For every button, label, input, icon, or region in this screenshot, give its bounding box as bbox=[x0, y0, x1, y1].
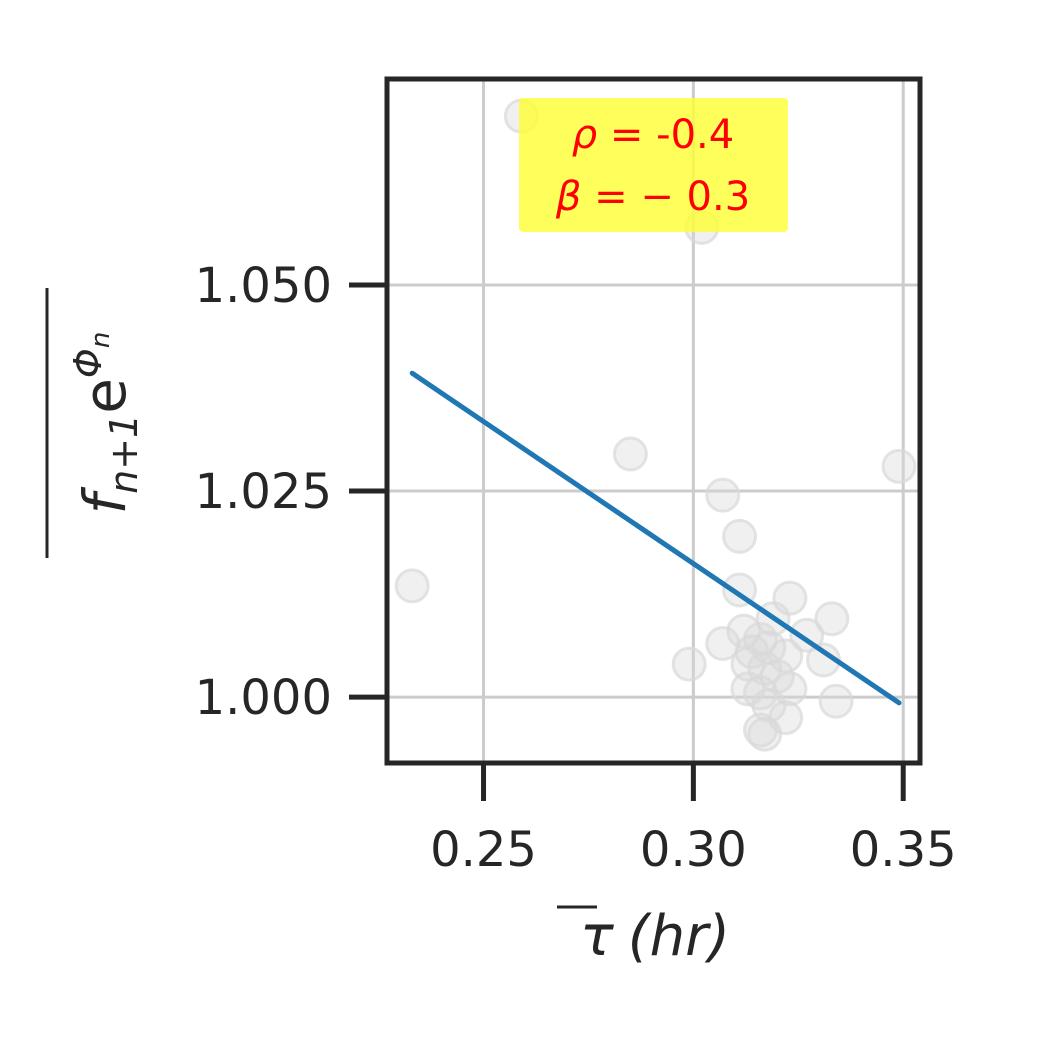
y-label-exp: Φ bbox=[66, 348, 110, 378]
y-label-e: e bbox=[71, 378, 139, 414]
scatter-point bbox=[612, 436, 648, 472]
x-axis-label: τ (hr) bbox=[557, 904, 730, 969]
svg-text:fn+1eΦn: fn+1eΦn bbox=[66, 332, 146, 515]
scatter-point bbox=[747, 716, 783, 752]
svg-text:τ(hr): τ (hr) bbox=[580, 904, 730, 969]
fit-line bbox=[409, 370, 902, 706]
rho-value: -0.4 bbox=[656, 112, 734, 158]
y-label-exp-sub: n bbox=[86, 332, 116, 348]
scatter-point bbox=[705, 477, 741, 513]
scatter-point bbox=[394, 568, 430, 604]
stats-annotation: ρ = -0.4 β = − 0.3 bbox=[519, 98, 788, 232]
beta-value: − 0.3 bbox=[640, 174, 750, 220]
beta-annotation: β = − 0.3 bbox=[555, 174, 750, 220]
x-tick-label: 0.35 bbox=[850, 822, 957, 878]
rho-symbol: ρ bbox=[572, 112, 597, 158]
beta-equals: = bbox=[581, 174, 640, 220]
y-axis-label: fn+1eΦn bbox=[45, 288, 146, 558]
axis-ticks bbox=[349, 282, 906, 801]
scatter-point bbox=[881, 448, 917, 484]
annotation-box bbox=[519, 98, 788, 232]
plot-frame bbox=[384, 76, 923, 766]
y-tick-label: 1.000 bbox=[195, 670, 332, 726]
x-label-unit: (hr) bbox=[628, 904, 730, 969]
x-tick-label: 0.30 bbox=[640, 822, 747, 878]
scatter-point bbox=[818, 683, 854, 719]
axis-tick-labels: 0.25 0.30 0.35 1.000 1.025 1.050 bbox=[195, 258, 957, 878]
y-tick-label: 1.025 bbox=[195, 464, 332, 520]
beta-symbol: β bbox=[555, 174, 582, 220]
y-label-sub: n+1 bbox=[102, 414, 146, 494]
scatter-point bbox=[671, 646, 707, 682]
scatter-point bbox=[814, 601, 850, 637]
y-tick-label: 1.050 bbox=[195, 258, 332, 314]
rho-annotation: ρ = -0.4 bbox=[572, 112, 734, 158]
x-label-tau: τ bbox=[580, 904, 614, 969]
rho-equals: = bbox=[597, 112, 656, 158]
scatter-point bbox=[722, 518, 758, 554]
x-tick-label: 0.25 bbox=[430, 822, 537, 878]
fit-line-group bbox=[409, 370, 902, 706]
